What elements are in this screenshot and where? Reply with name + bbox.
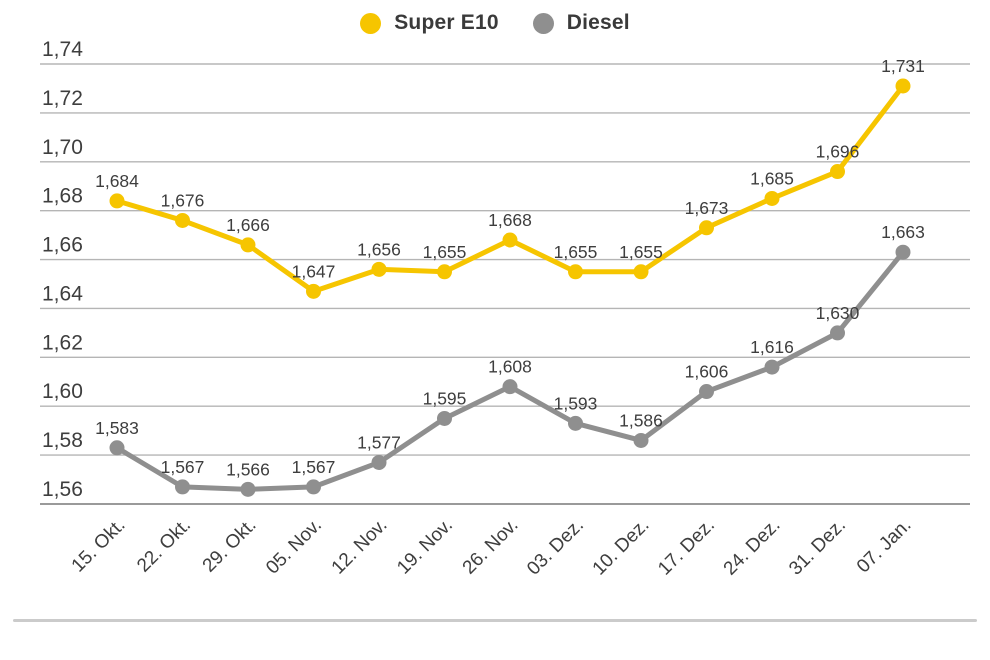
- data-point-label-diesel: 1,663: [881, 222, 925, 242]
- data-point-label-super-e10: 1,655: [619, 242, 663, 262]
- y-axis-tick-label: 1,66: [42, 234, 83, 257]
- x-axis-tick-label: 12. Nov.: [328, 515, 392, 579]
- data-point-label-diesel: 1,583: [95, 418, 139, 438]
- y-axis-tick-label: 1,62: [42, 331, 83, 354]
- data-point-diesel: [764, 359, 780, 375]
- data-point-label-diesel: 1,577: [357, 432, 401, 452]
- x-axis-tick-label: 26. Nov.: [459, 515, 523, 579]
- x-axis-tick-label: 31. Dez.: [785, 515, 850, 580]
- bottom-divider: [13, 619, 977, 622]
- x-axis-tick-label: 17. Dez.: [654, 515, 719, 580]
- data-point-label-diesel: 1,595: [423, 388, 467, 408]
- data-point-diesel: [109, 440, 125, 456]
- diesel-dot-icon: [532, 12, 554, 34]
- y-axis-tick-label: 1,58: [42, 429, 83, 452]
- data-point-label-diesel: 1,606: [685, 362, 729, 382]
- data-point-super-e10: [437, 264, 452, 280]
- x-axis-tick-label: 22. Okt.: [133, 515, 195, 577]
- data-point-diesel: [633, 432, 649, 448]
- data-point-label-diesel: 1,567: [292, 457, 336, 477]
- data-point-label-super-e10: 1,656: [357, 239, 401, 259]
- data-point-super-e10: [175, 212, 190, 228]
- x-axis-tick-label: 05. Nov.: [262, 515, 326, 579]
- y-axis-tick-label: 1,72: [42, 87, 83, 110]
- x-axis-tick-label: 29. Okt.: [199, 515, 261, 577]
- data-point-diesel: [175, 479, 190, 495]
- y-axis-tick-label: 1,64: [42, 282, 83, 305]
- data-point-super-e10: [568, 264, 583, 280]
- data-point-super-e10: [502, 232, 518, 248]
- data-point-super-e10: [830, 164, 845, 180]
- super-e10-dot-icon: [360, 12, 382, 34]
- data-point-label-diesel: 1,586: [619, 410, 663, 430]
- legend-item-super-e10: Super E10: [360, 11, 499, 35]
- x-axis-tick-label: 19. Nov.: [393, 515, 457, 579]
- data-point-super-e10: [371, 261, 387, 277]
- y-axis-tick-label: 1,56: [42, 478, 83, 501]
- data-point-label-diesel: 1,630: [816, 303, 860, 323]
- price-chart: 1,74 1,72 1,70 1,68 1,66 1,64 1,62 1,60 1,58 1,56…: [40, 38, 970, 580]
- data-point-label-super-e10: 1,668: [488, 210, 532, 230]
- y-axis-tick-label: 1,70: [42, 136, 83, 159]
- x-axis-tick-label: 07. Jan.: [853, 515, 916, 578]
- data-point-label-diesel: 1,566: [226, 459, 270, 479]
- data-point-super-e10: [240, 237, 256, 253]
- data-point-super-e10: [633, 264, 649, 280]
- data-point-super-e10: [764, 190, 780, 206]
- data-point-diesel: [437, 410, 452, 426]
- data-point-super-e10: [699, 220, 714, 236]
- data-point-diesel: [240, 481, 256, 497]
- data-point-label-super-e10: 1,684: [95, 171, 139, 191]
- data-point-label-super-e10: 1,655: [423, 242, 467, 262]
- data-point-label-diesel: 1,567: [161, 457, 205, 477]
- data-point-diesel: [306, 479, 321, 495]
- y-axis-tick-label: 1,74: [42, 38, 83, 61]
- y-axis-tick-label: 1,68: [42, 185, 83, 208]
- data-point-label-super-e10: 1,655: [554, 242, 598, 262]
- data-point-label-diesel: 1,608: [488, 357, 532, 377]
- data-point-label-super-e10: 1,673: [685, 198, 729, 218]
- series-line-super-e10: [114, 83, 906, 294]
- data-point-label-diesel: 1,593: [554, 393, 598, 413]
- data-point-label-super-e10: 1,666: [226, 215, 270, 235]
- y-axis-tick-label: 1,60: [42, 380, 83, 403]
- data-point-label-diesel: 1,616: [750, 337, 794, 357]
- x-axis-tick-label: 15. Okt.: [68, 515, 130, 577]
- chart-legend: Super E10 Diesel: [0, 11, 990, 35]
- x-axis-tick-label: 03. Dez.: [523, 515, 588, 580]
- data-point-diesel: [371, 454, 387, 470]
- legend-label-super-e10: Super E10: [394, 11, 499, 34]
- data-point-label-super-e10: 1,696: [816, 142, 860, 162]
- data-point-label-super-e10: 1,685: [750, 168, 794, 188]
- data-point-label-super-e10: 1,731: [881, 56, 925, 76]
- data-point-diesel: [502, 379, 518, 395]
- data-point-super-e10: [306, 283, 321, 299]
- data-point-diesel: [568, 415, 583, 431]
- data-point-super-e10: [895, 78, 911, 94]
- legend-label-diesel: Diesel: [566, 11, 630, 34]
- x-axis-tick-label: 10. Dez.: [589, 515, 654, 580]
- data-point-diesel: [830, 325, 845, 341]
- data-point-label-super-e10: 1,676: [161, 190, 205, 210]
- data-point-diesel: [895, 244, 911, 260]
- x-axis-tick-label: 24. Dez.: [720, 515, 785, 580]
- legend-item-diesel: Diesel: [532, 11, 630, 35]
- data-point-super-e10: [109, 193, 125, 209]
- data-point-diesel: [699, 384, 714, 400]
- data-point-label-super-e10: 1,647: [292, 261, 336, 281]
